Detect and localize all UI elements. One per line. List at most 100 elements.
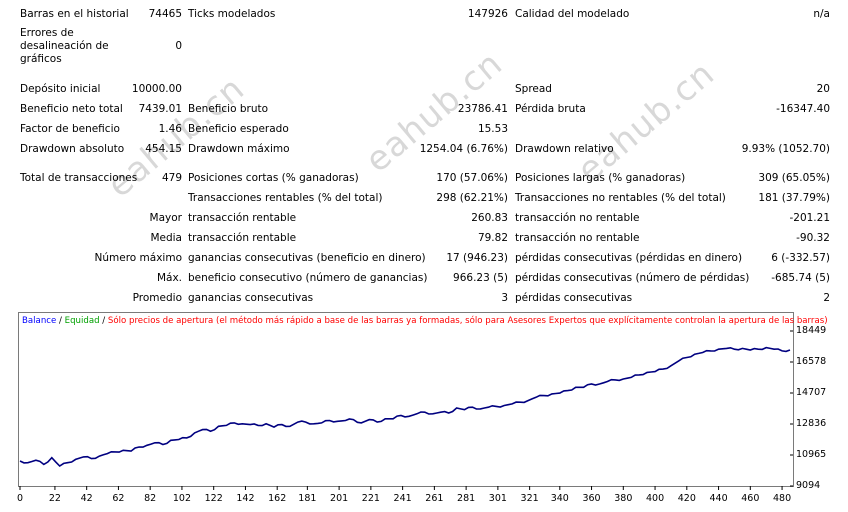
bars-value: 74465 [148,8,182,20]
max-num-label: Número máximo [94,252,183,264]
x-tick-label: 281 [457,493,476,504]
total-trades-label: Total de transacciones [20,172,138,184]
largest-label: Mayor [149,212,182,224]
max-consec-wins-label: ganancias consecutivas (beneficio en din… [188,252,426,264]
errors-label-line2: desalineación de [20,40,109,52]
long-value: 309 (65.05%) [758,172,830,184]
profit-trades-value: 298 (62.21%) [436,192,508,204]
y-tick-label: 14707 [796,387,827,398]
profit-factor-value: 1.46 [158,123,182,135]
profit-trades-label: Transacciones rentables (% del total) [188,192,383,204]
gross-loss-label: Pérdida bruta [515,103,586,115]
y-tick-label: 9094 [796,480,821,491]
x-tick-label: 380 [614,493,633,504]
legend-separator: / [99,316,108,326]
legend-balance: Balance [22,316,57,326]
x-tick-label: 102 [172,493,192,504]
average-label: Media [150,232,182,244]
legend-separator: / [56,316,65,326]
x-tick-label: 440 [709,493,728,504]
abs-drawdown-value: 454.15 [145,143,182,155]
net-profit-label: Beneficio neto total [20,103,123,115]
expected-payoff-label: Beneficio esperado [188,123,289,135]
average-profit-label: transacción rentable [188,232,297,244]
avg-consec-wins-value: 3 [501,292,508,304]
spread-label: Spread [515,83,552,95]
x-tick-label: 0 [16,493,24,504]
chart-legend: Balance / Equidad / Sólo precios de aper… [22,316,828,326]
balance-series-line [19,346,791,468]
deposit-value: 10000.00 [131,83,182,95]
abs-drawdown-label: Drawdown absoluto [20,143,125,155]
ticks-label: Ticks modelados [188,8,276,20]
x-tick-label: 360 [582,493,601,504]
y-tick-label: 18449 [796,325,827,336]
max-label: Máx. [156,272,182,284]
x-tick-label: 241 [393,493,412,504]
average-loss-value: -90.32 [796,232,830,244]
max-consec-losses-value: 6 (-332.57) [771,252,830,264]
errors-value: 0 [175,40,182,52]
spread-value: 20 [816,83,830,95]
legend-equity: Equidad [64,316,100,326]
total-trades-value: 479 [161,172,182,184]
short-label: Posiciones cortas (% ganadoras) [188,172,359,184]
y-tick-label: 16578 [796,356,827,367]
net-profit-value: 7439.01 [138,103,182,115]
x-tick-label: 420 [677,493,696,504]
loss-trades-value: 181 (37.79%) [758,192,830,204]
x-tick-label: 142 [236,493,255,504]
rel-drawdown-label: Drawdown relativo [515,143,614,155]
x-tick-label: 221 [361,493,380,504]
avg-consec-losses-value: 2 [823,292,830,304]
gross-profit-label: Beneficio bruto [188,103,269,115]
x-tick-label: 201 [330,493,349,504]
quality-value: n/a [813,8,830,20]
bars-label: Barras en el historial [20,8,129,20]
x-tick-label: 62 [112,493,125,504]
errors-label-line1: Errores de [20,27,74,39]
y-tick-label: 12836 [796,418,827,429]
long-label: Posiciones largas (% ganadoras) [515,172,686,184]
y-tick-label: 10965 [796,449,827,460]
rel-drawdown-value: 9.93% (1052.70) [741,143,830,155]
max-drawdown-value: 1254.04 (6.76%) [419,143,508,155]
avg-label: Promedio [132,292,182,304]
quality-label: Calidad del modelado [515,8,630,20]
average-profit-value: 79.82 [477,232,508,244]
x-tick-label: 460 [741,493,760,504]
average-loss-label: transacción no rentable [515,232,640,244]
gross-profit-value: 23786.41 [457,103,508,115]
x-tick-label: 400 [645,493,665,504]
max-drawdown-label: Drawdown máximo [188,143,290,155]
x-tick-label: 162 [268,493,287,504]
max-consec-wins-value: 17 (946.23) [446,252,508,264]
x-tick-label: 340 [550,493,569,504]
largest-loss-label: transacción no rentable [515,212,640,224]
x-tick-label: 122 [204,493,223,504]
x-tick-label: 22 [48,493,61,504]
profit-factor-label: Factor de beneficio [20,123,120,135]
largest-profit-label: transacción rentable [188,212,297,224]
x-tick-label: 301 [488,493,507,504]
x-tick-label: 42 [80,493,93,504]
x-tick-label: 82 [144,493,157,504]
max-consec-loss-label: pérdidas consecutivas (número de pérdida… [515,272,750,284]
largest-loss-value: -201.21 [789,212,830,224]
avg-consec-losses-label: pérdidas consecutivas [515,292,633,304]
gross-loss-value: -16347.40 [776,103,830,115]
errors-label-line3: gráficos [20,53,62,65]
largest-profit-value: 260.83 [471,212,508,224]
equity-chart [18,312,794,487]
ticks-value: 147926 [467,8,508,20]
loss-trades-label: Transacciones no rentables (% del total) [515,192,726,204]
x-tick-label: 480 [772,493,792,504]
max-consec-profit-label: beneficio consecutivo (número de gananci… [188,272,428,284]
avg-consec-wins-label: ganancias consecutivas [188,292,314,304]
short-value: 170 (57.06%) [436,172,508,184]
expected-payoff-value: 15.53 [477,123,508,135]
max-consec-losses-label: pérdidas consecutivas (pérdidas en diner… [515,252,743,264]
max-consec-profit-value: 966.23 (5) [453,272,508,284]
x-tick-label: 181 [298,493,317,504]
